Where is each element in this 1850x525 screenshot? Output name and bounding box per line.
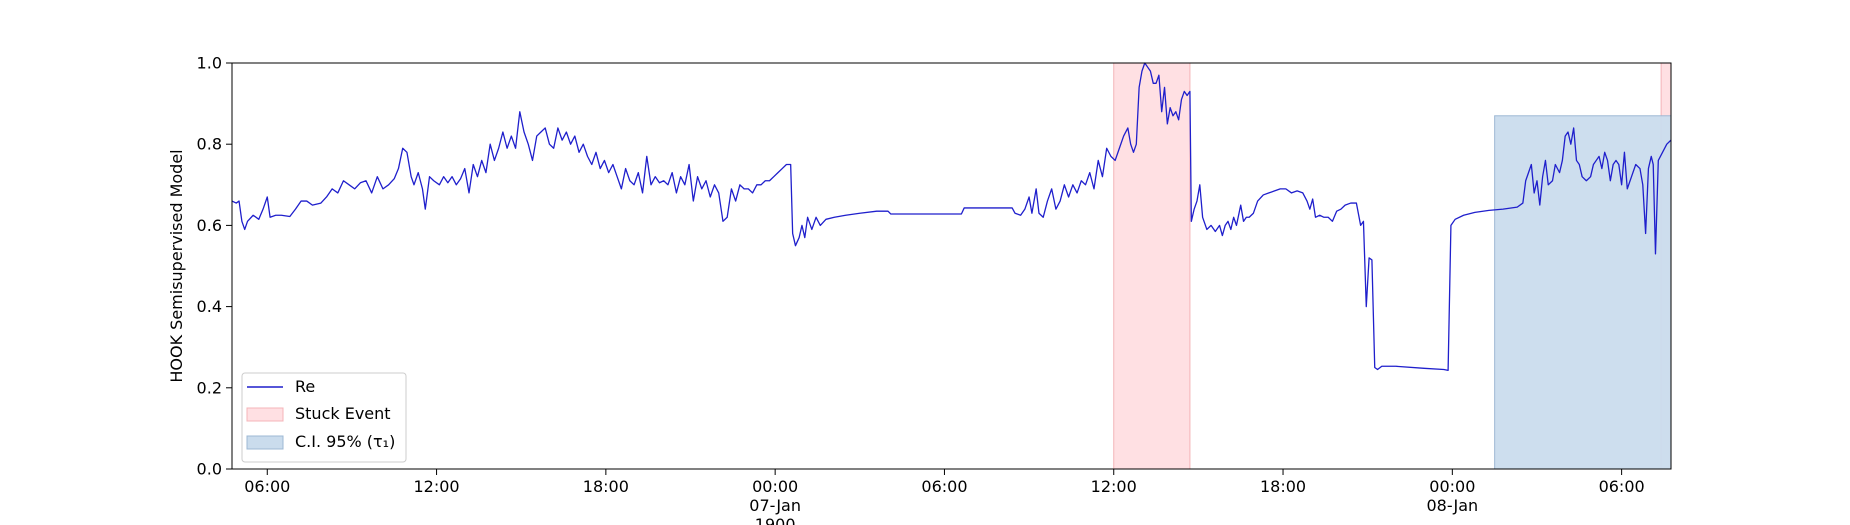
x-tick-label: 18:00 [583,477,629,496]
legend: Re Stuck Event C.I. 95% (τ₁) [241,372,407,463]
y-tick-label: 0.2 [197,378,222,397]
span-layer [1113,62,1672,470]
plot-frame [231,62,1672,470]
x-tick-label: 1900 [755,515,796,525]
legend-label-ci: C.I. 95% (τ₁) [295,432,395,451]
series-layer [231,62,1672,371]
y-tick-label: 0.0 [197,460,222,479]
x-tick-label: 18:00 [1260,477,1306,496]
y-tick-label: 0.6 [197,216,222,235]
series-line-re [231,62,1672,371]
y-tick-label: 1.0 [197,54,222,73]
y-axis: 0.0 0.2 0.4 0.6 0.8 1.0 [197,54,232,479]
x-tick-label: 06:00 [921,477,967,496]
x-tick-label: 00:00 [752,477,798,496]
legend-stuck-swatch [246,407,284,422]
y-tick-label: 0.8 [197,135,222,154]
x-tick-label: 06:00 [244,477,290,496]
y-axis-label: HOOK Semisupervised Model [167,149,186,382]
y-tick-label: 0.4 [197,297,222,316]
x-tick-label: 06:00 [1599,477,1645,496]
ci-span-2 [1494,115,1672,470]
x-tick-label: 00:00 [1429,477,1475,496]
stuck-event-span-0 [1113,62,1191,470]
legend-ci-swatch [246,435,284,450]
legend-label-re: Re [295,377,315,396]
x-tick-label: 07-Jan [749,496,801,515]
x-tick-label: 08-Jan [1426,496,1478,515]
x-tick-label: 12:00 [414,477,460,496]
x-tick-label: 12:00 [1091,477,1137,496]
legend-label-stuck-event: Stuck Event [295,404,391,423]
